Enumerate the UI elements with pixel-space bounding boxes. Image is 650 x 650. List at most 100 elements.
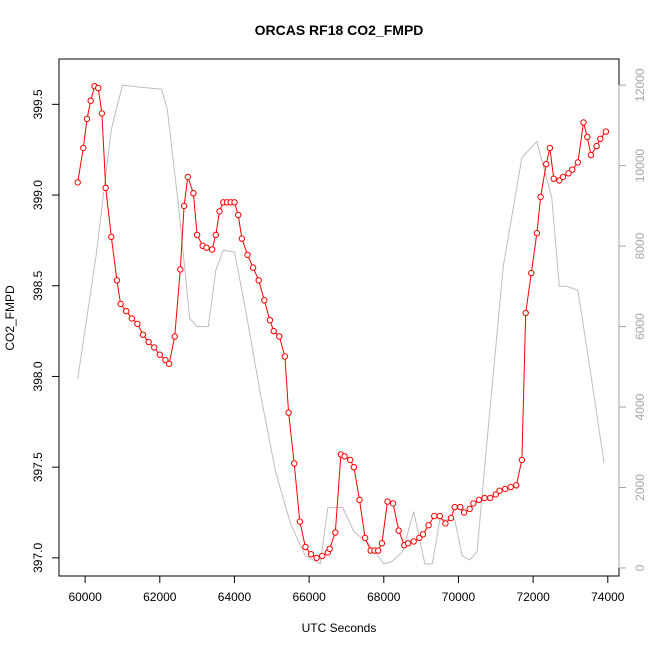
co2-point <box>212 231 220 239</box>
y-tick-label: 398.5 <box>31 270 45 300</box>
co2-point <box>87 97 94 104</box>
x-axis: 60000 62000 64000 66000 68000 70000 72000 74000 <box>68 575 625 604</box>
co2-point <box>597 135 604 143</box>
chart-title: ORCAS RF18 CO2_FMPD <box>255 22 424 38</box>
co2-point <box>216 208 223 215</box>
x-tick-label: 74000 <box>591 590 625 604</box>
co2-point <box>574 159 582 166</box>
co2-point <box>537 193 544 201</box>
co2-point <box>395 527 402 534</box>
co2-point <box>255 277 262 284</box>
co2-point <box>291 460 298 467</box>
co2-point <box>447 514 455 522</box>
co2-point <box>238 235 246 242</box>
co2-point <box>602 128 610 135</box>
x-tick-label: 60000 <box>68 590 102 604</box>
x-tick-label: 64000 <box>218 590 252 604</box>
co2-point <box>507 483 514 491</box>
co2-point <box>319 552 326 560</box>
co2-point <box>98 110 106 117</box>
co2-point <box>276 333 283 340</box>
co2-point <box>501 485 509 493</box>
co2-point <box>95 84 102 92</box>
co2-point <box>451 503 458 511</box>
co2-point <box>296 518 303 525</box>
co2-point <box>193 231 201 239</box>
co2-point <box>475 496 483 503</box>
co2-point <box>128 315 136 322</box>
co2-point <box>350 464 358 471</box>
co2-point <box>249 264 257 271</box>
co2-point <box>481 494 488 502</box>
co2-point <box>584 133 591 141</box>
co2-point <box>361 534 369 542</box>
y-axis-left: 397.0 397.5 398.0 398.5 399.0 399.5 <box>31 89 60 573</box>
co2-point <box>442 520 449 527</box>
co2-point <box>533 229 541 237</box>
y-tick-label: 397.0 <box>31 543 45 573</box>
co2-point <box>496 487 503 494</box>
co2-point <box>162 356 169 364</box>
x-tick-label: 72000 <box>516 590 550 604</box>
co2-point <box>231 199 238 206</box>
co2-point <box>80 144 87 152</box>
co2-point <box>307 551 315 558</box>
x-tick-label: 66000 <box>292 590 326 604</box>
y-tick-label: 399.5 <box>31 89 45 119</box>
co2-point <box>244 251 251 259</box>
y-tick-label: 399.0 <box>31 180 45 210</box>
co2-point <box>341 453 348 460</box>
co2-point <box>266 317 274 324</box>
co2-point <box>203 244 210 251</box>
co2-point <box>569 166 576 173</box>
co2-point <box>580 119 587 126</box>
co2-point <box>180 202 188 210</box>
co2-point <box>543 161 550 168</box>
co2-point <box>410 538 417 545</box>
co2-point <box>139 331 147 338</box>
co2-point <box>347 456 354 464</box>
co2-point <box>556 177 563 184</box>
y-axis-label: CO2_FMPD <box>3 285 17 351</box>
co2-point <box>457 503 464 511</box>
co2-point <box>134 320 141 327</box>
co2-point <box>313 554 320 562</box>
co2-point <box>384 498 391 505</box>
co2-point <box>83 115 91 123</box>
co2-point <box>466 505 473 513</box>
co2-point <box>281 353 289 360</box>
co2-point <box>487 494 494 502</box>
y2-tick-label: 12000 <box>633 68 647 102</box>
co2-point <box>151 344 158 351</box>
co2-point <box>518 456 526 464</box>
co2-point <box>145 338 152 346</box>
co2-point <box>565 170 572 177</box>
co2-point <box>102 184 109 192</box>
co2-point <box>593 142 600 150</box>
co2-point <box>528 269 535 277</box>
series-layer <box>74 83 610 565</box>
co2-point <box>285 409 292 416</box>
co2-point <box>513 482 520 489</box>
co2-point <box>522 309 529 317</box>
co2-point <box>302 543 309 551</box>
co2-point <box>546 144 554 152</box>
co2-point <box>436 512 443 520</box>
co2-line <box>77 85 607 559</box>
co2-point <box>177 266 184 273</box>
co2-point <box>184 173 192 181</box>
co2-point <box>378 540 386 547</box>
y2-tick-label: 4000 <box>633 393 647 420</box>
co2-point <box>416 534 423 542</box>
co2-point <box>235 211 242 219</box>
co2-point <box>492 491 499 498</box>
x-tick-label: 62000 <box>143 590 177 604</box>
co2-point <box>190 190 197 197</box>
co2-point <box>74 179 81 186</box>
x-tick-label: 68000 <box>367 590 401 604</box>
co2-point <box>171 333 178 340</box>
co2-point <box>332 529 339 536</box>
co2-point <box>208 246 216 253</box>
co2-point <box>470 500 477 507</box>
